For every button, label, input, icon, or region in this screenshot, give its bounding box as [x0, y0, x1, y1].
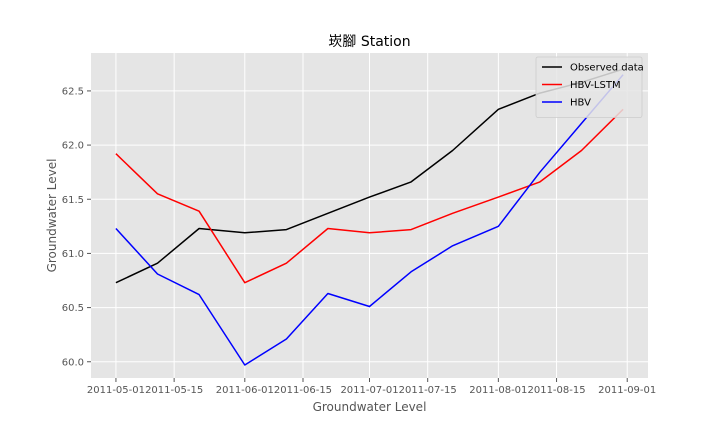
legend: Observed data HBV-LSTM HBV [535, 56, 644, 118]
x-axis-label: Groundwater Level [313, 400, 427, 414]
y-axis-ticks: 60.0 60.5 61.0 61.5 62.0 62.5 [62, 86, 91, 368]
y-axis-label: Groundwater Level [45, 159, 59, 273]
x-tick-label: 2011-08-15 [527, 385, 585, 396]
series-line-hbv [115, 74, 624, 366]
x-tick-label: 2011-09-01 [598, 385, 656, 396]
y-tick-label: 61.5 [62, 195, 84, 206]
x-tick-label: 2011-07-15 [399, 385, 457, 396]
x-tick-label: 2011-07-01 [340, 385, 398, 396]
legend-box [535, 56, 643, 118]
legend-label: HBV-LSTM [570, 80, 621, 91]
x-tick-label: 2011-08-01 [469, 385, 527, 396]
y-tick-label: 62.0 [62, 141, 84, 152]
x-tick-label: 2011-05-15 [145, 385, 203, 396]
y-tick-label: 61.0 [62, 249, 84, 260]
legend-label: HBV [570, 98, 591, 109]
x-tick-label: 2011-06-15 [274, 385, 332, 396]
y-tick-label: 60.5 [62, 303, 84, 314]
chart-title: 崁腳 Station [328, 34, 410, 50]
x-axis-ticks: 2011-05-01 2011-05-15 2011-06-01 2011-06-15… [87, 378, 656, 396]
legend-label: Observed data [570, 63, 644, 74]
series-line-hbv-lstm [115, 108, 624, 284]
y-tick-label: 62.5 [62, 86, 84, 97]
x-tick-label: 2011-05-01 [87, 385, 145, 396]
y-tick-label: 60.0 [62, 357, 84, 368]
x-tick-label: 2011-06-01 [216, 385, 274, 396]
